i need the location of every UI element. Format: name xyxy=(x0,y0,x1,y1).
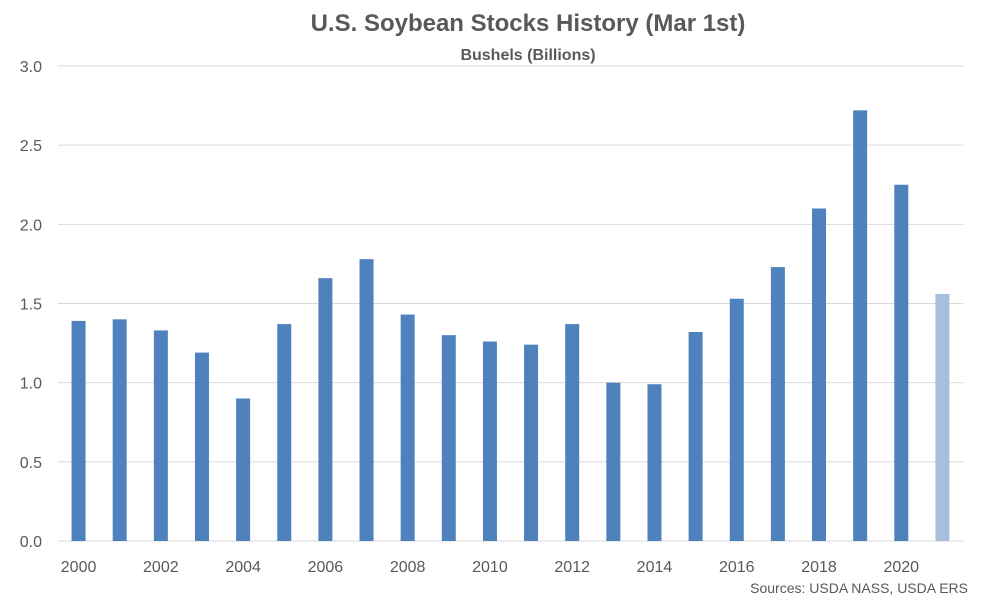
bar-2007 xyxy=(359,259,374,541)
x-tick-label: 2008 xyxy=(390,559,426,576)
x-tick-label: 2004 xyxy=(225,559,261,576)
chart-title: U.S. Soybean Stocks History (Mar 1st) xyxy=(311,10,746,37)
bar-2019 xyxy=(853,110,868,541)
bar-2011 xyxy=(524,344,539,541)
bar-2020 xyxy=(894,184,909,541)
bar-2008 xyxy=(400,314,415,541)
y-tick-label: 1.0 xyxy=(20,376,42,393)
y-tick-label: 1.5 xyxy=(20,297,42,314)
source-note: Sources: USDA NASS, USDA ERS xyxy=(750,580,968,596)
x-tick-label: 2012 xyxy=(554,559,590,576)
y-tick-label: 0.0 xyxy=(20,534,42,551)
bar-2003 xyxy=(194,352,209,541)
bar-2016 xyxy=(729,298,744,541)
y-tick-label: 3.0 xyxy=(20,59,42,76)
x-tick-label: 2018 xyxy=(801,559,837,576)
x-tick-label: 2020 xyxy=(883,559,919,576)
bar-2015 xyxy=(688,332,703,541)
bar-2006 xyxy=(318,278,333,541)
x-tick-label: 2006 xyxy=(308,559,344,576)
bar-2012 xyxy=(565,324,580,541)
y-tick-label: 0.5 xyxy=(20,455,42,472)
x-tick-label: 2010 xyxy=(472,559,508,576)
bar-2000 xyxy=(71,320,86,541)
x-tick-label: 2016 xyxy=(719,559,755,576)
bar-2001 xyxy=(112,319,127,541)
y-tick-label: 2.0 xyxy=(20,217,42,234)
x-tick-label: 2002 xyxy=(143,559,179,576)
bar-2004 xyxy=(236,398,251,541)
bar-2013 xyxy=(606,382,621,541)
x-tick-label: 2000 xyxy=(61,559,97,576)
bar-2014 xyxy=(647,384,662,541)
bar-2018 xyxy=(812,208,827,541)
bar-2002 xyxy=(153,330,168,541)
bar-2010 xyxy=(482,341,497,541)
bar-2005 xyxy=(277,324,292,541)
x-tick-label: 2014 xyxy=(637,559,673,576)
bar-2017 xyxy=(770,267,785,541)
y-tick-label: 2.5 xyxy=(20,138,42,155)
bar-2021 xyxy=(935,294,950,541)
chart-subtitle: Bushels (Billions) xyxy=(460,47,595,64)
bar-2009 xyxy=(441,335,456,541)
